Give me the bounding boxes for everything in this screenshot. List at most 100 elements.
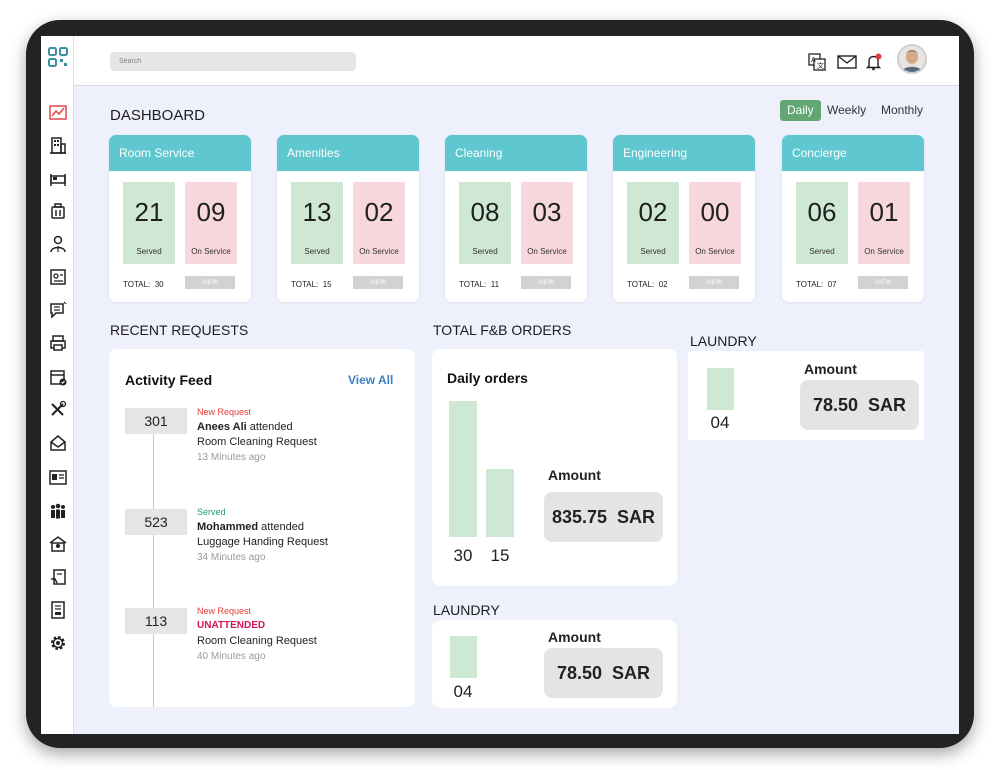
- card-title: Engineering: [613, 135, 755, 171]
- served-label: Served: [304, 247, 330, 256]
- tools-icon[interactable]: [49, 400, 67, 418]
- attendee-line: Mohammed attended: [197, 521, 304, 533]
- app-screen: A 文 DASHBOARD Daily Weekly Monthly Room …: [41, 36, 959, 734]
- card-title: Cleaning: [445, 135, 587, 171]
- printer-icon[interactable]: [49, 334, 67, 352]
- total-label: TOTAL:: [123, 280, 151, 289]
- report-icon[interactable]: [49, 601, 67, 619]
- amount-value: 78.50 SAR: [544, 648, 663, 698]
- search-input[interactable]: [110, 52, 356, 71]
- spa-icon[interactable]: [49, 535, 67, 553]
- service-card-engineering: Engineering 02 Served 00 On Service TOTA…: [613, 135, 755, 302]
- currency: SAR: [617, 507, 656, 527]
- served-count: 06: [807, 197, 837, 227]
- bell-icon[interactable]: [865, 53, 883, 71]
- on-service-label: On Service: [359, 247, 399, 256]
- served-stat: 13 Served: [291, 182, 343, 264]
- avatar[interactable]: [897, 44, 927, 74]
- period-monthly-button[interactable]: Monthly: [881, 103, 924, 117]
- recent-requests-title: RECENT REQUESTS: [110, 322, 249, 338]
- request-time: 13 Minutes ago: [197, 452, 266, 463]
- chat-icon[interactable]: [49, 301, 67, 319]
- total-label: TOTAL:: [459, 280, 487, 289]
- total-value: 15: [322, 280, 332, 289]
- served-label: Served: [809, 247, 835, 256]
- request-status: Served: [197, 507, 226, 517]
- mail-icon[interactable]: [49, 434, 67, 452]
- amount-value: 835.75 SAR: [544, 492, 663, 542]
- logo-icon[interactable]: [48, 47, 68, 67]
- total-label: TOTAL:: [796, 280, 824, 289]
- service-card-room-service: Room Service 21 Served 09 On Service TOT…: [109, 135, 251, 302]
- total-count: TOTAL: 07: [796, 280, 837, 289]
- view-all-link[interactable]: View All: [348, 373, 394, 387]
- served-count: 21: [134, 197, 164, 227]
- translate-icon[interactable]: A 文: [808, 53, 826, 71]
- served-stat: 02 Served: [627, 182, 679, 264]
- settings-gear-icon[interactable]: [49, 634, 67, 652]
- attendee-action: attended: [258, 521, 304, 533]
- building-icon[interactable]: [49, 136, 67, 154]
- request-type: Room Cleaning Request: [197, 436, 317, 448]
- total-value: 11: [490, 280, 500, 289]
- card-title: Amenities: [277, 135, 419, 171]
- served-stat: 21 Served: [123, 182, 175, 264]
- view-button[interactable]: VIEW: [689, 276, 739, 289]
- request-type: Luggage Handing Request: [197, 536, 328, 548]
- served-count: 02: [638, 197, 668, 227]
- room-number: 301: [125, 408, 187, 434]
- on-service-count: 03: [532, 197, 562, 227]
- total-count: TOTAL: 15: [291, 280, 332, 289]
- served-label: Served: [136, 247, 162, 256]
- view-button[interactable]: VIEW: [858, 276, 908, 289]
- view-button[interactable]: VIEW: [521, 276, 571, 289]
- amount-number: 78.50: [812, 395, 858, 415]
- contact-card-icon[interactable]: [49, 468, 67, 486]
- laundry-panel: 04 Amount 78.50 SAR: [688, 351, 924, 440]
- staff-icon[interactable]: [49, 235, 67, 253]
- served-stat: 08 Served: [459, 182, 511, 264]
- served-label: Served: [640, 247, 666, 256]
- mail-icon[interactable]: [837, 53, 857, 71]
- card-title: Concierge: [782, 135, 924, 171]
- served-label: Served: [472, 247, 498, 256]
- calendar-check-icon[interactable]: [49, 368, 67, 386]
- total-count: TOTAL: 30: [123, 280, 164, 289]
- sidebar: [41, 36, 74, 734]
- luggage-icon[interactable]: [49, 202, 67, 220]
- laundry-count: 04: [710, 413, 730, 432]
- laundry-bar: [707, 368, 734, 410]
- clipboard-icon[interactable]: [49, 568, 67, 586]
- attendee-line: Anees Ali attended: [197, 421, 293, 433]
- avatar-image: [899, 46, 925, 72]
- laundry-panel: 04 Amount 78.50 SAR: [432, 620, 677, 708]
- bed-icon[interactable]: [49, 170, 67, 188]
- total-label: TOTAL:: [627, 280, 655, 289]
- on-service-stat: 00 On Service: [689, 182, 741, 264]
- period-daily-button[interactable]: Daily: [780, 100, 821, 121]
- laundry-count: 04: [453, 682, 473, 701]
- view-button[interactable]: VIEW: [353, 276, 403, 289]
- service-card-amenities: Amenities 13 Served 02 On Service TOTAL:…: [277, 135, 419, 302]
- dashboard-chart-icon[interactable]: [49, 104, 67, 122]
- on-service-stat: 01 On Service: [858, 182, 910, 264]
- total-count: TOTAL: 11: [459, 280, 499, 289]
- on-service-label: On Service: [864, 247, 904, 256]
- attendee-action: attended: [246, 421, 293, 433]
- view-button[interactable]: VIEW: [185, 276, 235, 289]
- total-count: TOTAL: 02: [627, 280, 668, 289]
- on-service-label: On Service: [695, 247, 735, 256]
- id-card-icon[interactable]: [49, 268, 67, 286]
- total-value: 07: [827, 280, 837, 289]
- activity-feed-panel: Activity Feed View All 301 New Request A…: [109, 349, 415, 707]
- amount-label: Amount: [548, 629, 601, 645]
- room-number: 113: [125, 608, 187, 634]
- card-title: Room Service: [109, 135, 251, 171]
- period-weekly-button[interactable]: Weekly: [827, 103, 867, 117]
- page-title: DASHBOARD: [110, 107, 206, 124]
- laundry-title: LAUNDRY: [690, 333, 757, 349]
- currency: SAR: [612, 663, 651, 683]
- users-group-icon[interactable]: [49, 502, 67, 520]
- attendee-name: Mohammed: [197, 521, 259, 533]
- on-service-label: On Service: [191, 247, 231, 256]
